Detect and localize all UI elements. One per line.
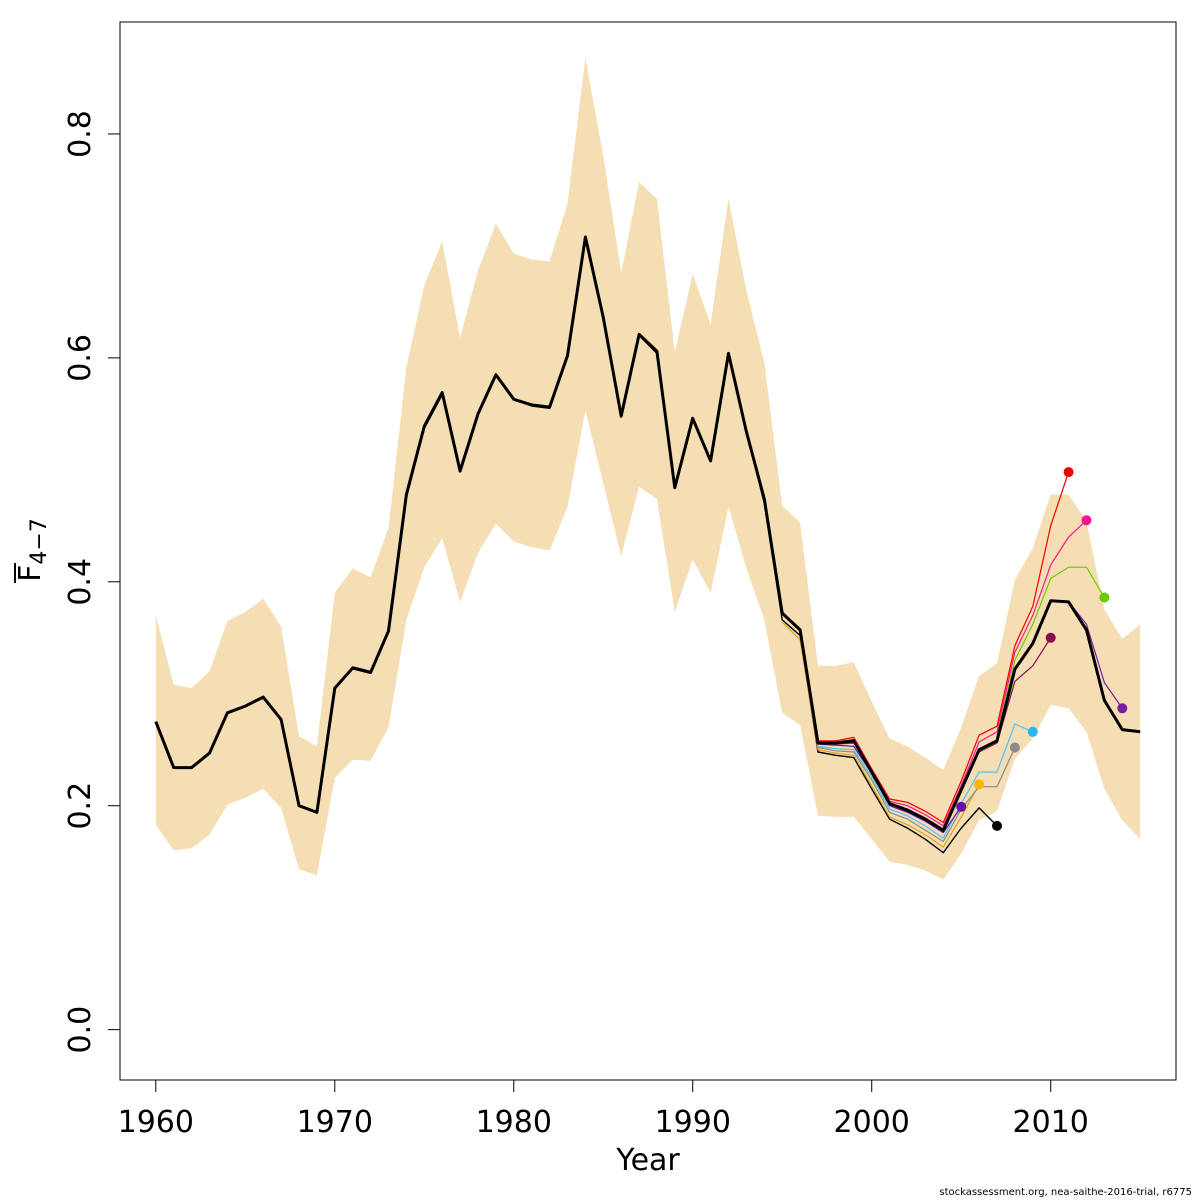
endpoint-marker-9 xyxy=(1099,592,1110,603)
y-axis: 0.0 0.2 0.4 0.6 0.8 xyxy=(63,110,121,1054)
x-tick-label-2010: 2010 xyxy=(1013,1105,1089,1140)
x-axis-title: Year xyxy=(615,1143,680,1178)
series-layer xyxy=(154,235,1141,854)
x-tick-label-2000: 2000 xyxy=(834,1105,910,1140)
endpoint-marker-7 xyxy=(1063,467,1074,478)
x-tick-label-1990: 1990 xyxy=(655,1105,731,1140)
series-line-9 xyxy=(996,566,1105,737)
footer-credit: stockassessment.org, nea-saithe-2016-tri… xyxy=(939,1187,1192,1198)
y-axis-title-main: F xyxy=(13,565,48,582)
confidence-band-layer xyxy=(155,57,1141,880)
series-line-4 xyxy=(817,723,1034,839)
confidence-band xyxy=(155,57,1141,880)
y-tick-label-3: 0.6 xyxy=(63,334,98,382)
x-tick-label-1970: 1970 xyxy=(297,1105,373,1140)
series-line-5 xyxy=(817,743,962,834)
endpoint-marker-2 xyxy=(974,779,985,790)
y-tick-label-0: 0.0 xyxy=(63,1006,98,1054)
series-line-7 xyxy=(818,471,1070,824)
endpoint-marker-6 xyxy=(1045,632,1056,643)
endpoint-marker-5 xyxy=(1027,726,1038,737)
endpoint-marker-8 xyxy=(1081,515,1092,526)
endpoint-marker-10 xyxy=(1117,703,1128,714)
y-tick-label-1: 0.2 xyxy=(63,782,98,830)
endpoint-marker-3 xyxy=(992,820,1002,831)
y-tick-label-2: 0.4 xyxy=(63,558,98,606)
svg-text:F4−7: F4−7 xyxy=(13,518,52,582)
y-axis-title-subscript: 4−7 xyxy=(27,518,52,564)
y-tick-label-4: 0.8 xyxy=(63,110,98,158)
x-axis: 1960 1970 1980 1990 2000 2010 xyxy=(118,1079,1089,1140)
x-tick-label-1980: 1980 xyxy=(476,1105,552,1140)
y-axis-title: F4−7 xyxy=(13,518,52,583)
x-tick-label-1960: 1960 xyxy=(118,1105,194,1140)
endpoint-markers-layer xyxy=(956,467,1128,831)
endpoint-marker-1 xyxy=(956,801,967,812)
endpoint-marker-4 xyxy=(1009,742,1020,753)
series-line-11 xyxy=(154,235,1141,832)
